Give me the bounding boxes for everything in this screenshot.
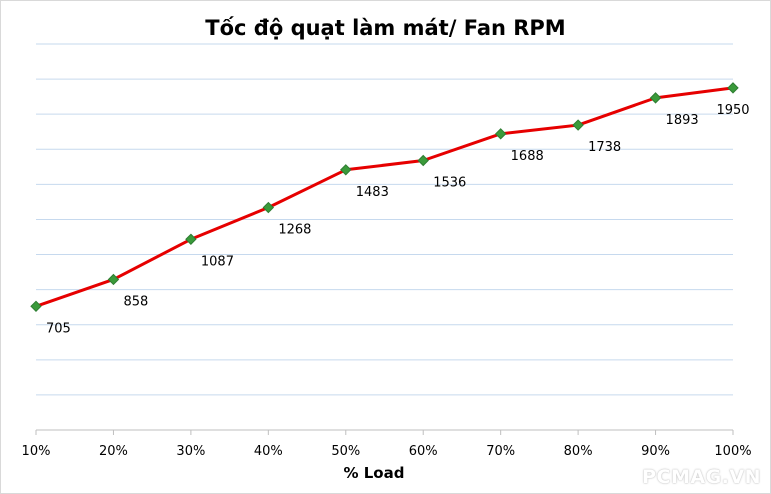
- data-point-marker: [262, 201, 275, 214]
- data-point-marker: [185, 233, 197, 245]
- data-label-layer: 705 858 1087 1268 1483 1536 1688 1738 1893 1950: [46, 103, 750, 336]
- data-point-marker: [572, 119, 584, 131]
- x-axis-title: % Load: [343, 464, 405, 482]
- x-tick-label: 10%: [22, 444, 51, 459]
- x-tick-label: 40%: [254, 444, 283, 459]
- data-label: 858: [123, 294, 148, 309]
- data-point-marker: [494, 128, 507, 140]
- data-label: 1268: [278, 223, 311, 238]
- data-label: 1688: [511, 149, 544, 164]
- x-tick-label: 70%: [486, 444, 515, 459]
- x-tick-label: 30%: [176, 444, 205, 459]
- watermark-logo: PCMAG.VN: [642, 466, 761, 488]
- data-label: 1483: [356, 185, 389, 200]
- series-line: [35, 86, 734, 308]
- chart-title: Tốc độ quạt làm mát/ Fan RPM: [205, 16, 566, 40]
- data-point-marker: [107, 273, 120, 286]
- data-label: 705: [46, 321, 71, 336]
- data-point-marker: [340, 164, 352, 176]
- data-label: 1536: [433, 176, 466, 191]
- series-line-layer: [35, 86, 734, 308]
- x-tick-label: 50%: [331, 444, 360, 459]
- data-point-marker: [727, 82, 739, 94]
- data-label: 1087: [201, 254, 234, 269]
- data-point-marker: [30, 300, 42, 313]
- marker-layer: [30, 82, 739, 313]
- x-tick-label: 20%: [99, 444, 128, 459]
- x-axis: 10% 20% 30% 40% 50% 60% 70% 80% 90% 100%: [22, 429, 752, 459]
- data-label: 1893: [666, 113, 699, 128]
- data-label: 1950: [716, 103, 749, 118]
- x-tick-label: 60%: [409, 444, 438, 459]
- gridlines: [36, 43, 733, 396]
- data-point-marker: [649, 92, 662, 104]
- x-tick-label: 100%: [714, 444, 751, 459]
- data-point-marker: [417, 154, 429, 167]
- x-tick-label: 80%: [564, 444, 593, 459]
- data-label: 1738: [588, 140, 621, 155]
- x-tick-label: 90%: [641, 444, 670, 459]
